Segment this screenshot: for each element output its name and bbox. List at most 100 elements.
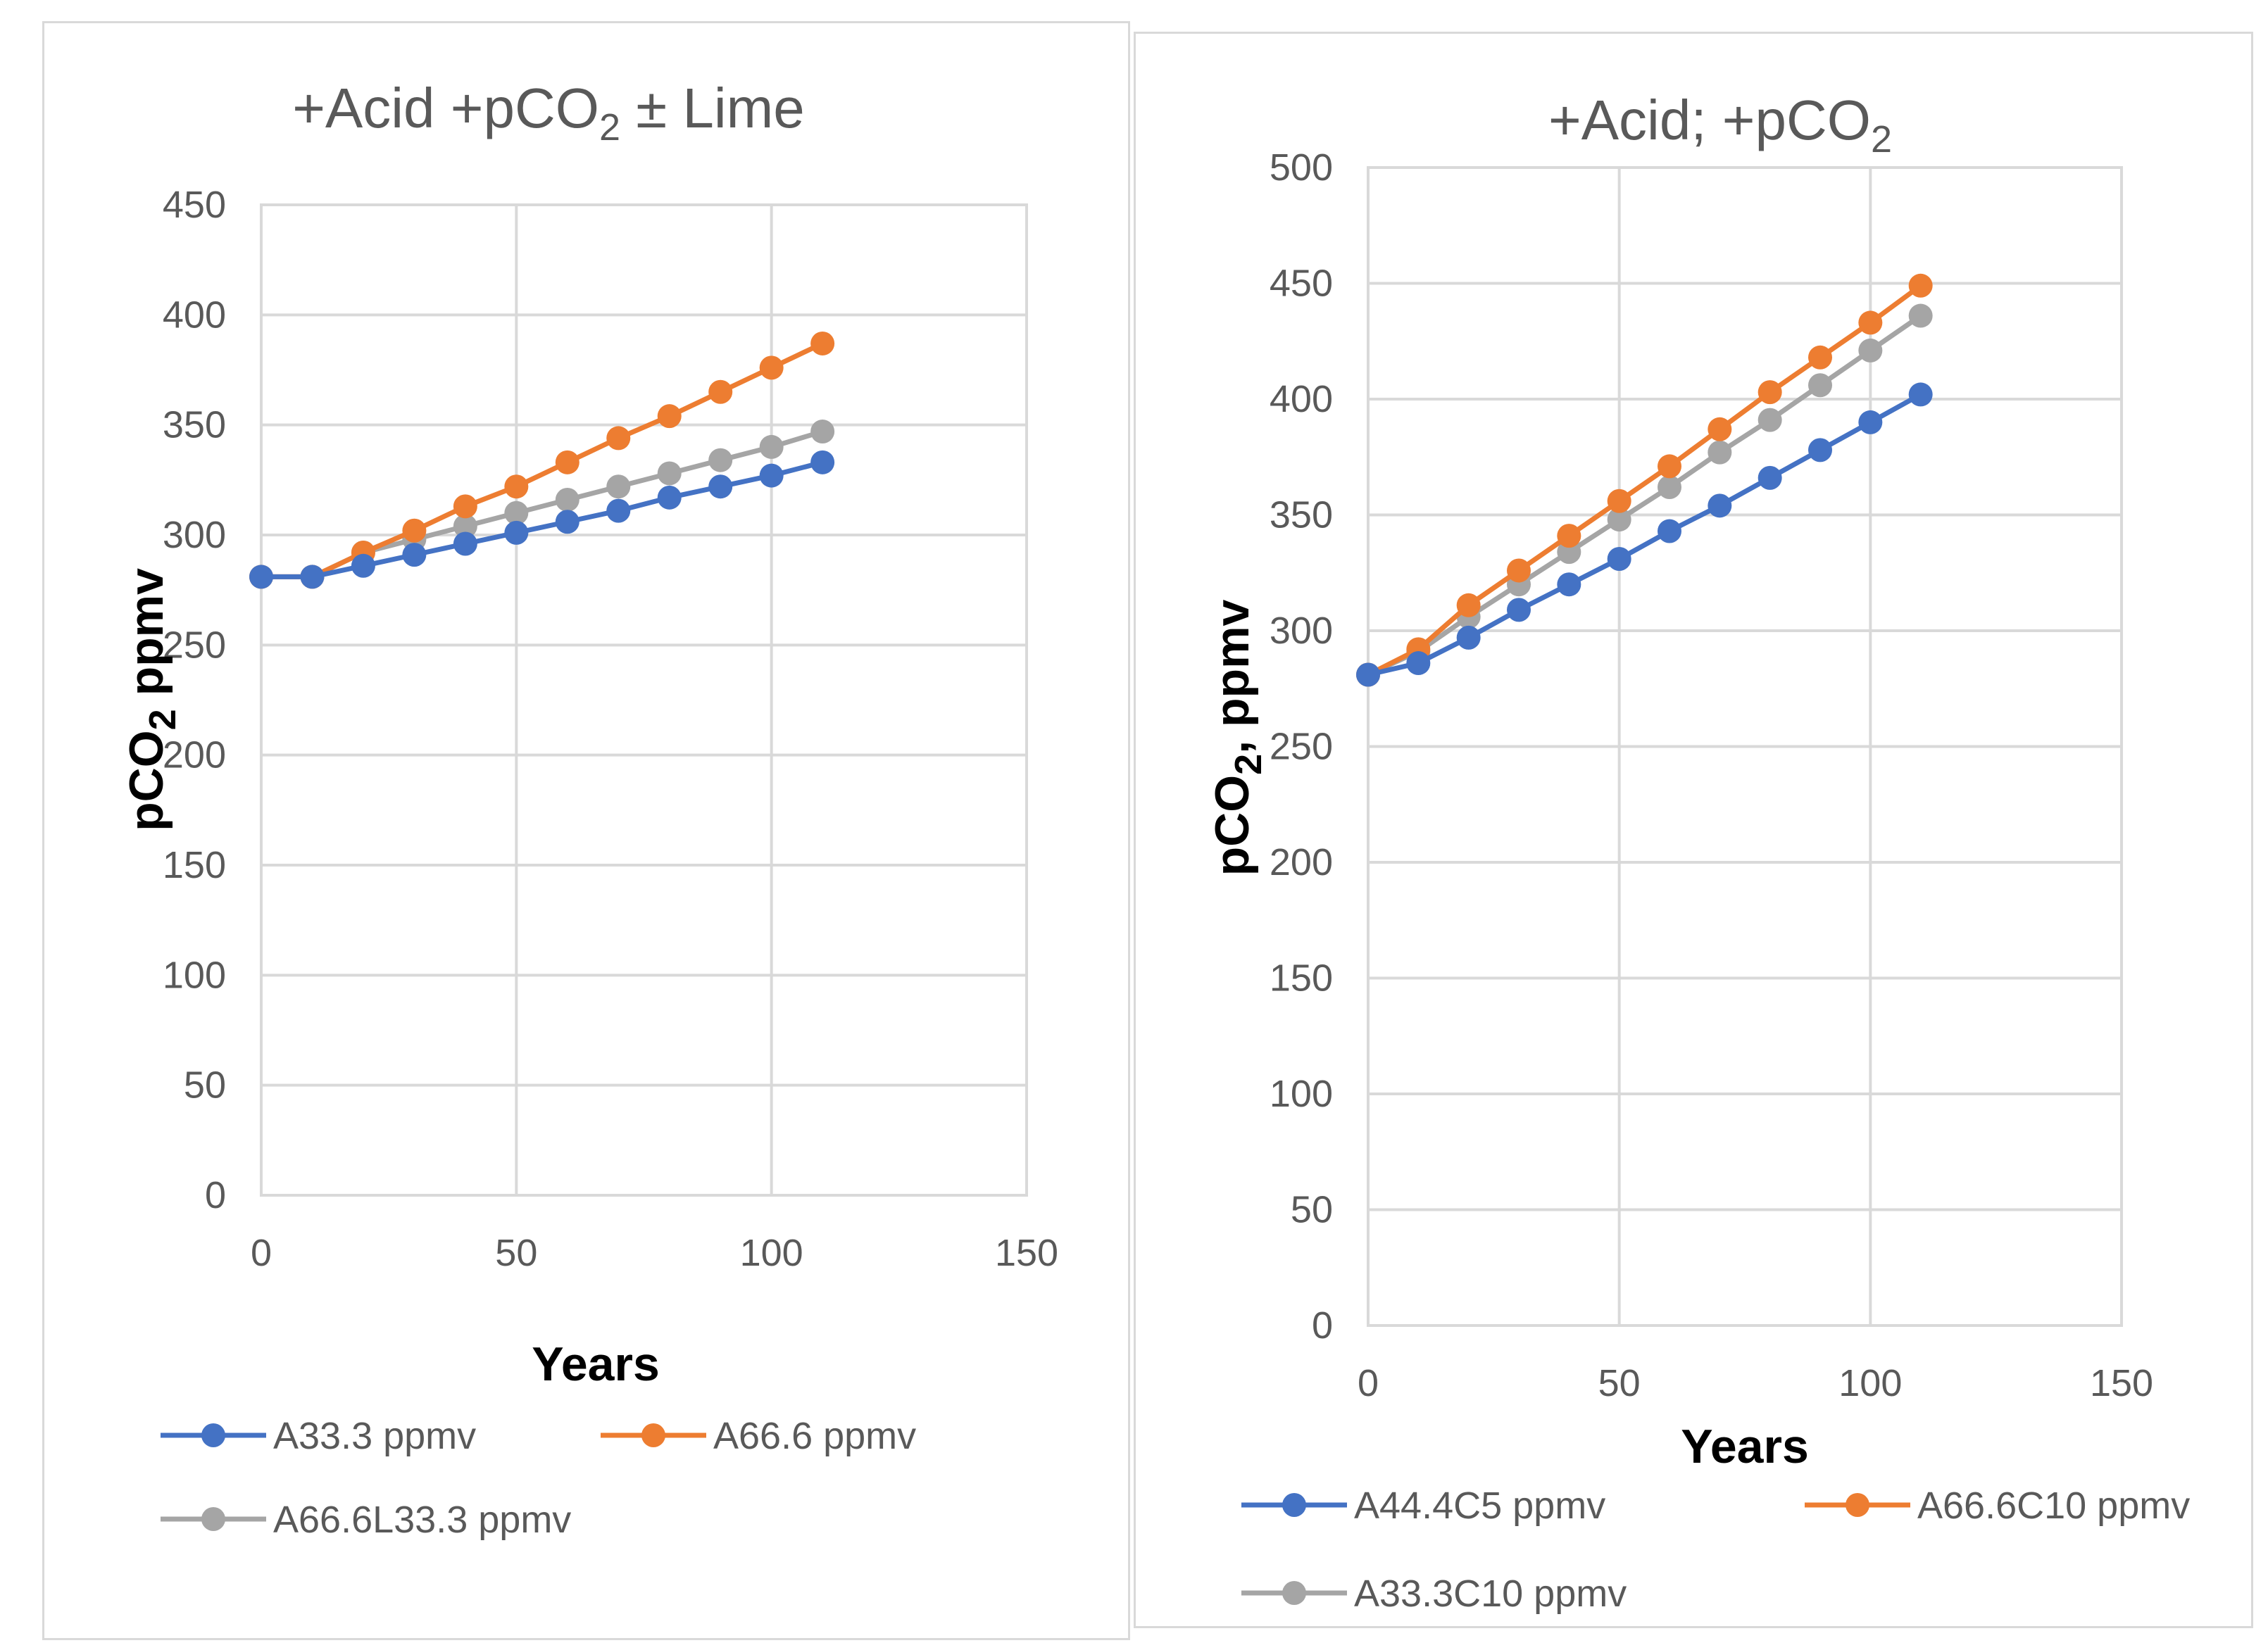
- data-point: [351, 553, 375, 578]
- data-point: [606, 498, 631, 523]
- data-point: [1557, 524, 1581, 548]
- chart-panel-right: +Acid; +pCO2 0 50 100 150 200 250 300 350 400 450 5…: [1134, 32, 2253, 1628]
- y-tick-label: 150: [163, 844, 226, 886]
- data-point: [1808, 373, 1832, 398]
- legend-swatch-marker: [1846, 1493, 1869, 1517]
- data-point: [657, 461, 682, 486]
- data-point: [1758, 380, 1782, 405]
- data-point: [1456, 593, 1481, 617]
- legend-label: A66.6L33.3 ppmv: [273, 1499, 571, 1541]
- x-axis-title: Years: [532, 1337, 660, 1391]
- chart-panel-left: +Acid +pCO2 ± Lime 0 50 100 150 200 250 300 350 4…: [42, 21, 1130, 1640]
- legend-label: A33.3C10 ppmv: [1354, 1573, 1627, 1615]
- y-axis-title-tail: ppmv: [120, 568, 173, 709]
- legend-label: A66.6C10 ppmv: [1917, 1485, 2190, 1527]
- chart-title: +Acid; +pCO2: [1548, 89, 1892, 160]
- legend-swatch-marker: [201, 1423, 225, 1447]
- data-point: [1758, 408, 1782, 432]
- data-point: [1708, 417, 1732, 441]
- y-tick-label: 50: [184, 1064, 226, 1107]
- data-point: [1507, 558, 1531, 583]
- y-axis-title-tail: , ppmv: [1205, 599, 1259, 753]
- legend-swatch-marker: [201, 1507, 225, 1531]
- data-point: [555, 510, 579, 534]
- data-point: [1557, 572, 1581, 597]
- legend-label: A33.3 ppmv: [273, 1415, 476, 1457]
- data-point: [453, 531, 477, 556]
- y-tick-label: 50: [1291, 1189, 1333, 1231]
- data-point: [606, 474, 631, 499]
- data-point: [1758, 465, 1782, 490]
- data-point: [1607, 489, 1631, 513]
- data-point: [504, 520, 529, 545]
- legend-swatch-marker: [1282, 1581, 1306, 1605]
- chart-title-main: +Acid +pCO: [292, 77, 599, 139]
- y-tick-label: 400: [163, 294, 226, 336]
- data-point: [1858, 338, 1883, 363]
- legend-label: A66.6 ppmv: [713, 1415, 916, 1457]
- data-point: [657, 485, 682, 510]
- y-tick-label: 200: [163, 734, 226, 776]
- series-line: [1367, 392, 1922, 677]
- chart-left: +Acid +pCO2 ± Lime0501001502002503003504…: [120, 77, 1058, 1541]
- y-tick-label: 450: [163, 184, 226, 226]
- chart-right: +Acid; +pCO20501001502002503003504004505…: [1205, 89, 2190, 1615]
- data-point: [1858, 310, 1883, 335]
- data-point: [1808, 438, 1832, 462]
- data-point: [504, 474, 529, 499]
- x-tick-label: 50: [1598, 1362, 1641, 1404]
- y-tick-label: 0: [205, 1174, 226, 1216]
- data-point: [1607, 547, 1631, 572]
- data-point: [1808, 345, 1832, 370]
- data-point: [504, 500, 529, 525]
- data-point: [1607, 508, 1631, 532]
- data-point: [708, 448, 733, 472]
- data-point: [1708, 493, 1732, 518]
- y-tick-label: 300: [1270, 610, 1333, 652]
- data-point: [810, 450, 835, 474]
- data-point: [402, 518, 427, 543]
- plot-area: [1367, 166, 2123, 1327]
- y-tick-label: 100: [1270, 1073, 1333, 1115]
- x-tick-label: 100: [1838, 1362, 1902, 1404]
- series-line: [261, 429, 824, 579]
- chart-title-tail: ± Lime: [620, 77, 805, 139]
- data-point: [657, 404, 682, 429]
- series-line: [1367, 283, 1922, 677]
- data-point: [606, 426, 631, 451]
- series-line: [261, 341, 824, 579]
- data-point: [555, 487, 579, 512]
- x-tick-label: 150: [995, 1232, 1058, 1274]
- x-tick-label: 150: [2090, 1362, 2153, 1404]
- data-point: [1858, 410, 1883, 434]
- data-point: [1658, 475, 1681, 500]
- data-point: [708, 474, 733, 499]
- y-tick-label: 350: [1270, 494, 1333, 536]
- data-point: [1507, 598, 1531, 622]
- data-point: [759, 463, 784, 488]
- y-axis-title: pCO2, ppmv: [1205, 599, 1270, 876]
- y-tick-label: 150: [1270, 957, 1333, 1000]
- y-axis-title-sub: 2: [1227, 754, 1270, 775]
- y-tick-label: 250: [163, 624, 226, 666]
- data-point: [1658, 519, 1681, 543]
- data-point: [1456, 625, 1481, 650]
- chart-title: +Acid +pCO2 ± Lime: [292, 77, 805, 149]
- data-point: [708, 379, 733, 404]
- x-tick-label: 0: [251, 1232, 272, 1274]
- chart-title-sub: 2: [1871, 118, 1892, 160]
- y-axis-title-sub: 2: [142, 709, 184, 730]
- y-tick-label: 200: [1270, 841, 1333, 883]
- y-tick-label: 100: [163, 954, 226, 996]
- chart-title-sub: 2: [599, 106, 620, 149]
- data-point: [1708, 440, 1732, 465]
- legend-swatch-marker: [641, 1423, 665, 1447]
- data-point: [453, 494, 477, 519]
- data-point: [300, 565, 325, 589]
- y-tick-label: 350: [163, 404, 226, 446]
- data-point: [402, 543, 427, 567]
- y-tick-label: 400: [1270, 378, 1333, 420]
- plot-area: [260, 203, 1028, 1197]
- data-point: [810, 331, 835, 355]
- data-point: [759, 355, 784, 380]
